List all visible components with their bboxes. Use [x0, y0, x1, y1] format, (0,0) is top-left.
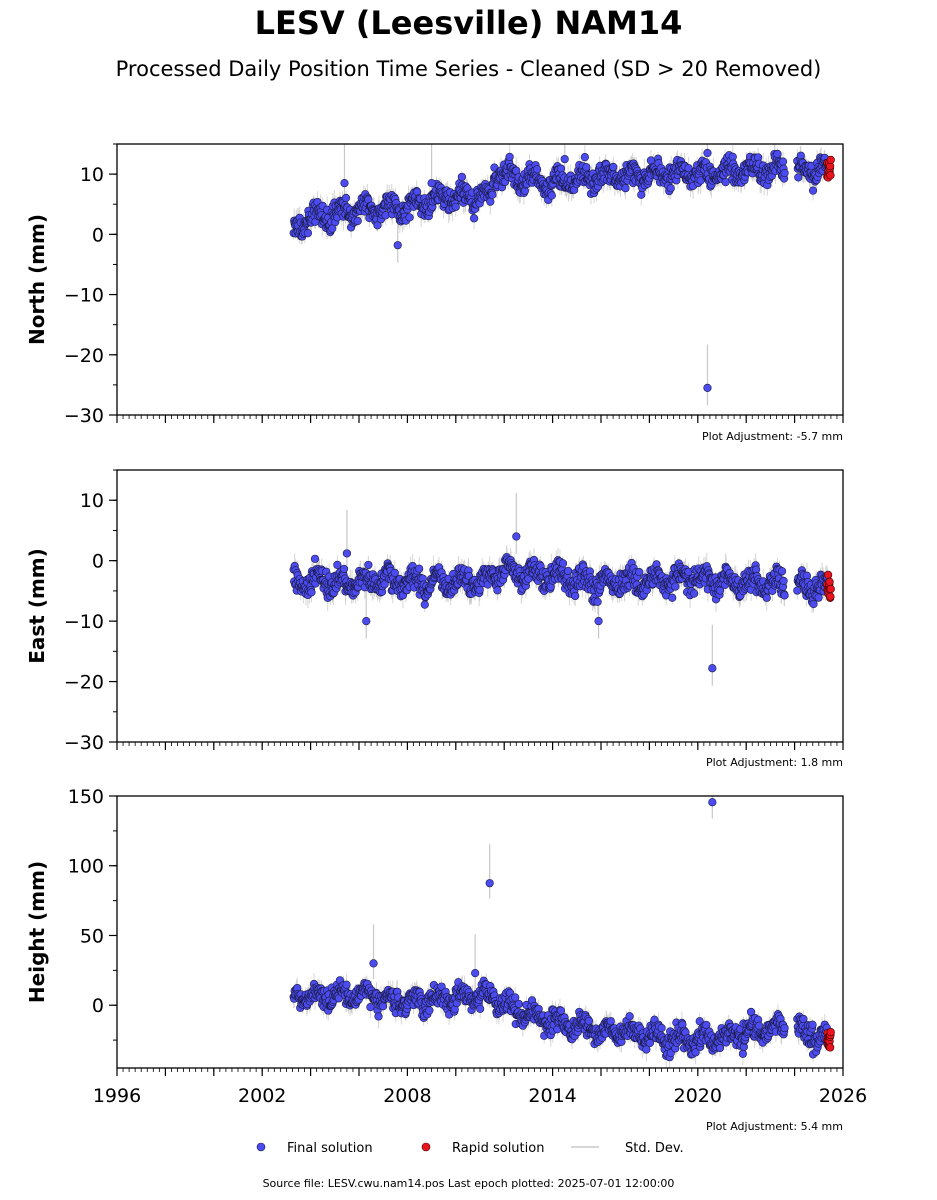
y-tick-label: −10	[64, 285, 104, 307]
final-point	[420, 600, 429, 609]
final-point	[512, 532, 521, 541]
final-point	[690, 589, 699, 598]
final-point	[390, 568, 399, 577]
final-point	[777, 567, 787, 576]
final-point	[486, 197, 495, 206]
final-point	[814, 593, 823, 602]
data-layer	[289, 796, 835, 1068]
final-point	[373, 221, 382, 230]
final-point	[310, 554, 320, 563]
final-point	[780, 591, 789, 600]
y-tick-label: 10	[80, 164, 104, 186]
final-point	[808, 186, 818, 195]
final-point	[505, 152, 514, 161]
final-point	[809, 599, 818, 609]
final-point	[340, 179, 349, 188]
final-point	[580, 153, 589, 162]
data-layer	[289, 144, 835, 406]
final-point	[780, 168, 789, 178]
final-point	[451, 202, 460, 211]
final-point	[635, 567, 644, 577]
final-point	[488, 190, 497, 199]
final-point	[353, 216, 362, 226]
final-point	[703, 383, 712, 393]
rapid-point	[826, 171, 835, 180]
final-point	[303, 229, 312, 238]
y-tick-label: −30	[64, 732, 104, 754]
final-point	[794, 173, 803, 182]
final-point	[339, 564, 349, 574]
panel-2: 10 0 −10 −20 −30 East (mm) Plot Adjustment: 1.…	[25, 469, 844, 769]
final-point	[380, 580, 389, 589]
final-point	[778, 157, 788, 166]
y-tick-label: −30	[64, 405, 104, 427]
final-point	[703, 148, 712, 158]
final-point	[475, 585, 484, 595]
y-axis-label: North (mm)	[25, 214, 49, 345]
final-point	[563, 566, 573, 576]
final-point	[762, 593, 771, 602]
final-point	[593, 597, 602, 606]
final-point	[547, 191, 556, 200]
final-point	[469, 214, 479, 223]
final-point	[773, 149, 782, 159]
final-point	[457, 172, 466, 182]
rapid-point	[826, 592, 835, 601]
rapid-points	[823, 570, 835, 602]
final-point	[582, 163, 591, 172]
rapid-point	[826, 584, 835, 594]
plot-adjustment-note: Plot Adjustment: -5.7 mm	[702, 430, 843, 443]
final-point	[609, 162, 618, 172]
rapid-points	[823, 155, 835, 182]
final-point	[427, 179, 436, 188]
final-point	[646, 156, 656, 165]
final-points	[289, 532, 832, 673]
final-point	[637, 190, 646, 199]
y-tick-label: 10	[80, 490, 104, 512]
final-point	[415, 564, 424, 573]
final-point	[341, 193, 351, 203]
final-points	[289, 148, 832, 393]
final-point	[594, 617, 603, 626]
final-point	[571, 591, 580, 601]
y-tick-label: −20	[64, 672, 104, 694]
final-point	[307, 588, 316, 597]
final-point	[666, 184, 675, 193]
final-point	[558, 559, 568, 568]
final-point	[779, 576, 788, 586]
final-point	[333, 560, 342, 569]
final-point	[342, 549, 352, 558]
final-point	[752, 565, 761, 574]
final-point	[560, 154, 569, 164]
y-tick-label: −20	[64, 345, 104, 367]
final-point	[621, 184, 630, 193]
rapid-point	[824, 570, 833, 579]
figure-title: LESV (Leesville) NAM14	[254, 4, 683, 42]
final-point	[793, 586, 802, 595]
rapid-point	[826, 155, 835, 164]
final-point	[362, 617, 371, 626]
y-tick-label: 0	[92, 224, 104, 246]
final-point	[493, 586, 502, 595]
panel-1: 10 0 −10 −20 −30 North (mm) Plot Adjustment: -…	[25, 143, 844, 443]
figure-subtitle: Processed Daily Position Time Series - C…	[115, 57, 822, 81]
final-point	[668, 593, 677, 602]
plot-adjustment-note: Plot Adjustment: 1.8 mm	[706, 756, 843, 769]
plot-frame	[116, 469, 844, 743]
final-point	[405, 213, 414, 222]
final-point	[532, 165, 542, 174]
y-tick-label: 0	[92, 551, 104, 573]
data-layer	[289, 492, 835, 686]
y-tick-label: −10	[64, 611, 104, 633]
rapid-point	[825, 577, 834, 586]
final-point	[393, 241, 402, 250]
final-point	[556, 164, 566, 173]
final-point	[364, 560, 373, 570]
final-point	[671, 582, 680, 591]
final-point	[728, 152, 737, 161]
final-point	[708, 664, 717, 673]
y-axis-label: East (mm)	[25, 548, 49, 664]
